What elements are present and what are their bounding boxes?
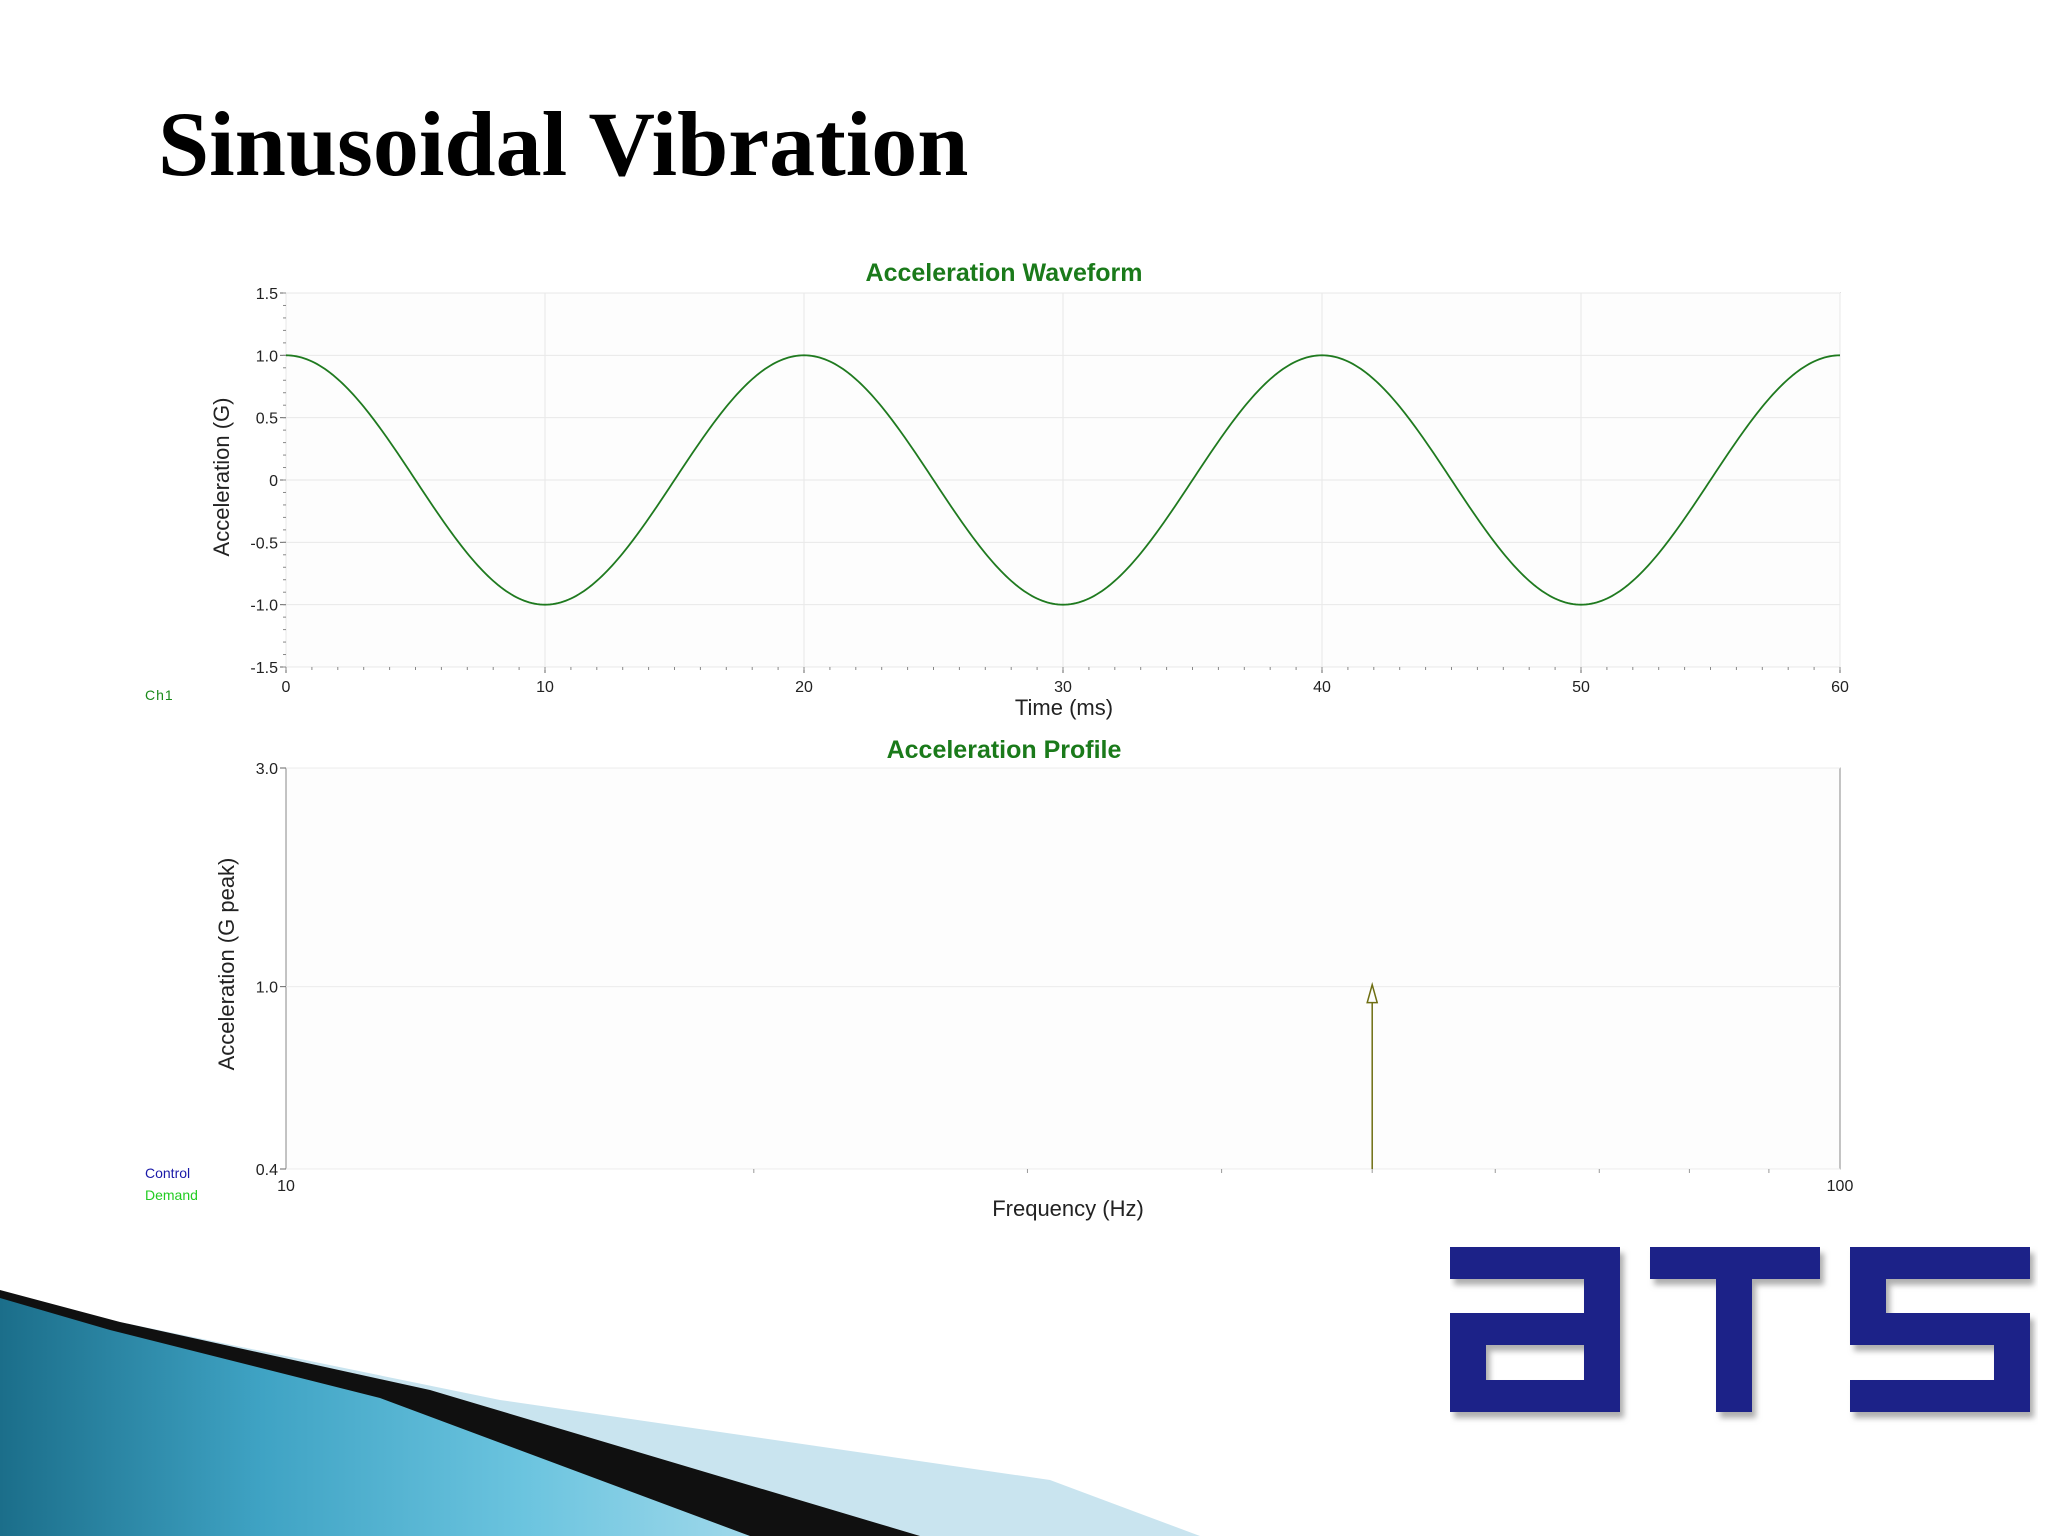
waveform-y-tick-label: -1.5 [250,660,278,677]
profile-x-tick-label: 100 [1827,1178,1854,1195]
profile-y-tick-label: 1.0 [256,980,278,997]
profile-points [1366,981,1379,1169]
profile-marker-arrowhead [1366,981,1379,1004]
profile-y-axis-label: Acceleration (G peak) [214,858,239,1071]
waveform-chart-title: Acceleration Waveform [866,259,1143,287]
waveform-x-tick-label: 30 [1054,679,1072,696]
profile-y-tick-label: 3.0 [256,761,278,778]
profile-plot-area [285,767,1841,1170]
profile-chart-title: Acceleration Profile [887,736,1122,764]
profile-grid [286,767,1840,1170]
waveform-y-tick-label: 1.5 [256,286,278,303]
waveform-x-tick-label: 20 [795,679,813,696]
waveform-y-tick-label: 0 [269,473,278,490]
legend-control: Control [145,1165,191,1181]
profile-x-tick-labels: 10 100 [277,1178,1853,1195]
profile-x-tick-label: 10 [277,1178,295,1195]
waveform-minor-ticks [280,292,1841,673]
ats-logo [1450,1247,2030,1412]
waveform-y-axis-label: Acceleration (G) [209,398,234,557]
waveform-x-tick-labels: 0 10 20 30 40 50 60 [282,679,1849,696]
decorative-swoosh [0,1290,1200,1536]
waveform-x-tick-label: 50 [1572,679,1590,696]
waveform-series-line [285,354,1841,606]
waveform-x-tick-label: 40 [1313,679,1331,696]
waveform-x-axis-label: Time (ms) [1015,695,1113,720]
profile-y-tick-labels: 3.0 1.0 0.4 [256,761,278,1179]
waveform-x-tick-label: 0 [282,679,291,696]
waveform-x-tick-label: 60 [1831,679,1849,696]
waveform-y-tick-label: -1.0 [250,598,278,615]
profile-y-tick-label: 0.4 [256,1162,278,1179]
waveform-y-tick-label: 0.5 [256,411,278,428]
slide-title: Sinusoidal Vibration [158,93,969,195]
legend-demand: Demand [145,1187,198,1203]
waveform-chart: Acceleration Waveform 1.5 1.0 0.5 0 -0.5 -1.0… [209,259,1849,720]
profile-x-axis-label: Frequency (Hz) [992,1196,1144,1221]
profile-chart: Acceleration Profile 3.0 1.0 0.4 10 100 Fre… [214,736,1853,1221]
waveform-y-tick-labels: 1.5 1.0 0.5 0 -0.5 -1.0 -1.5 [250,286,278,677]
waveform-x-tick-label: 10 [536,679,554,696]
waveform-y-tick-label: 1.0 [256,348,278,365]
profile-minor-ticks [280,767,1770,1173]
charts-canvas: Acceleration Waveform 1.5 1.0 0.5 0 -0.5 -1.0… [209,259,1853,1221]
waveform-y-tick-label: -0.5 [250,535,278,552]
legend-ch1: Ch1 [145,687,174,703]
